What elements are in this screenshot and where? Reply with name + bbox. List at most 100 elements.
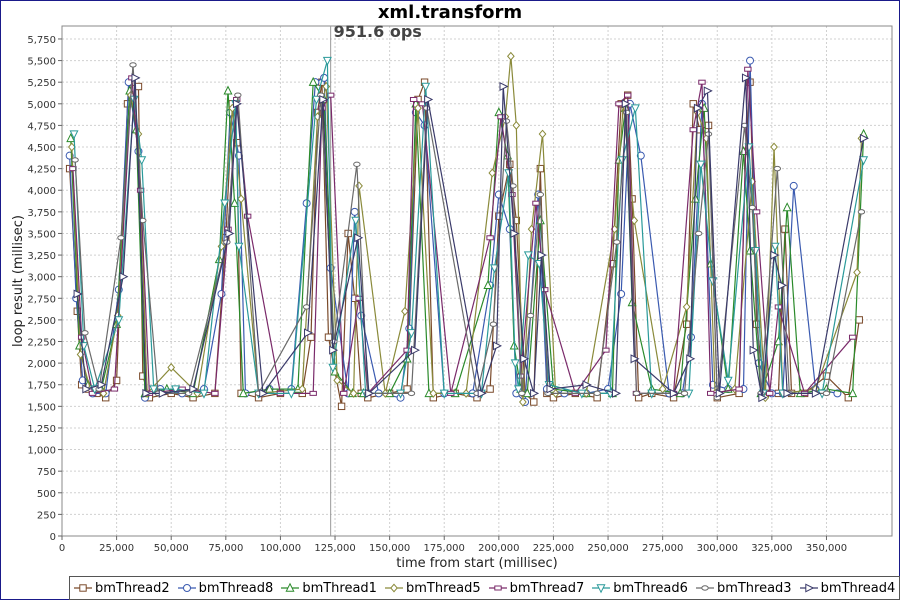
legend-swatch-icon [74, 584, 92, 592]
y-tick-label: 5,750 [27, 35, 56, 46]
data-point-bmThread2 [855, 316, 863, 324]
data-point-bmThread3 [822, 390, 831, 397]
data-point-bmThread4 [492, 341, 502, 351]
data-point-bmThread7 [409, 96, 418, 102]
data-point-bmThread4 [537, 250, 547, 260]
legend-item-bmThread7: bmThread7 [488, 581, 584, 596]
legend: bmThread2 bmThread8 bmThread1 bmThread5 bmTh… [69, 576, 900, 600]
x-tick-label: 50,000 [154, 543, 189, 554]
legend-item-bmThread1: bmThread1 [281, 581, 377, 596]
legend-swatch-marker [390, 583, 398, 593]
y-tick-label: 4,000 [27, 186, 56, 197]
data-point-bmThread3 [353, 161, 361, 168]
legend-label: bmThread3 [716, 580, 792, 596]
y-tick-label: 4,250 [27, 165, 56, 176]
legend-swatch-icon [281, 582, 300, 592]
data-point-bmThread3 [81, 330, 89, 336]
data-point-bmThread4 [499, 81, 509, 92]
data-point-bmThread4 [73, 289, 83, 299]
data-point-bmThread4 [582, 380, 592, 390]
data-point-bmThread4 [770, 250, 780, 260]
data-point-bmThread1 [848, 388, 858, 398]
data-point-bmThread1 [483, 280, 493, 290]
legend-item-bmThread4: bmThread4 [799, 581, 895, 596]
x-tick-label: 300,000 [697, 543, 738, 554]
data-point-bmThread4 [686, 354, 696, 364]
data-point-bmThread1 [223, 85, 233, 95]
data-point-bmThread5 [682, 302, 691, 312]
data-point-bmThread5 [237, 194, 245, 204]
data-point-bmThread6 [859, 156, 869, 166]
data-point-bmThread7 [698, 79, 706, 85]
data-point-bmThread7 [211, 390, 219, 396]
data-point-bmThread4 [189, 384, 199, 394]
data-point-bmThread3 [613, 239, 621, 245]
data-point-bmThread1 [308, 76, 318, 86]
data-point-bmThread1 [782, 202, 792, 212]
data-point-bmThread7 [340, 390, 348, 396]
data-point-bmThread7 [541, 287, 549, 293]
data-point-bmThread2 [403, 385, 411, 393]
data-point-bmThread5 [512, 120, 521, 130]
x-axis: 0 25,000 50,000 75,000 100,000 125,000 150,000… [59, 536, 847, 554]
data-point-bmThread3 [632, 390, 641, 397]
y-tick-label: 3,000 [27, 273, 56, 284]
data-point-bmThread4 [158, 388, 168, 398]
data-point-bmThread3 [509, 183, 517, 189]
legend-swatch-marker [285, 582, 295, 592]
y-tick-label: 3,750 [27, 208, 56, 219]
data-point-bmThread2 [536, 164, 545, 173]
data-point-bmThread2 [337, 402, 346, 411]
legend-label: bmThread2 [95, 580, 170, 596]
data-point-bmThread3 [694, 230, 703, 237]
y-tick-label: 0 [50, 532, 56, 543]
x-tick-label: 325,000 [751, 543, 792, 554]
y-tick-label: 2,000 [27, 359, 56, 370]
x-tick-label: 0 [59, 543, 65, 554]
legend-item-bmThread2: bmThread2 [74, 581, 170, 596]
data-point-bmThread6 [439, 389, 449, 399]
data-point-bmThread6 [171, 385, 181, 395]
data-point-bmThread1 [66, 133, 76, 143]
legend-item-bmThread6: bmThread6 [592, 581, 688, 596]
data-point-bmThread3 [748, 204, 756, 211]
legend-swatch-icon [592, 584, 611, 594]
data-point-bmThread7 [744, 66, 752, 72]
data-point-bmThread6 [421, 82, 431, 92]
x-tick-label: 350,000 [806, 543, 847, 554]
data-point-bmThread7 [486, 235, 494, 241]
data-point-bmThread7 [765, 390, 774, 396]
x-tick-label: 150,000 [369, 543, 410, 554]
y-tick-label: 3,500 [27, 229, 56, 240]
y-axis: 0 250 500 750 1,000 1,250 1,500 1,750 2,000 2,250… [27, 35, 62, 543]
data-point-bmThread7 [110, 386, 119, 392]
x-tick-label: 275,000 [642, 543, 683, 554]
data-point-bmThread5 [333, 375, 342, 385]
data-point-bmThread7 [355, 295, 363, 301]
legend-swatch-marker [493, 585, 502, 591]
data-point-bmThread6 [696, 160, 706, 170]
data-point-bmThread4 [546, 384, 556, 394]
data-point-bmThread6 [510, 359, 520, 369]
data-point-bmThread4 [741, 73, 751, 83]
data-point-bmThread4 [783, 388, 793, 398]
x-tick-label: 75,000 [208, 543, 243, 554]
data-point-bmThread3 [526, 312, 535, 319]
y-tick-label: 5,000 [27, 100, 56, 111]
legend-swatch-icon [384, 583, 403, 593]
data-point-bmThread6 [149, 385, 159, 395]
y-tick-label: 500 [37, 489, 56, 500]
data-point-bmThread7 [624, 92, 632, 98]
data-point-bmThread8 [636, 151, 645, 160]
data-point-bmThread6 [137, 156, 147, 166]
data-point-bmThread6 [322, 56, 332, 66]
data-point-bmThread2 [134, 82, 143, 91]
data-point-bmThread6 [351, 216, 361, 226]
data-point-bmThread4 [259, 388, 269, 398]
data-point-bmThread4 [329, 345, 339, 355]
data-point-bmThread4 [693, 103, 703, 113]
data-point-bmThread7 [88, 390, 97, 396]
data-point-bmThread8 [350, 207, 359, 216]
data-point-bmThread5 [538, 129, 547, 139]
data-point-bmThread6 [504, 169, 514, 179]
